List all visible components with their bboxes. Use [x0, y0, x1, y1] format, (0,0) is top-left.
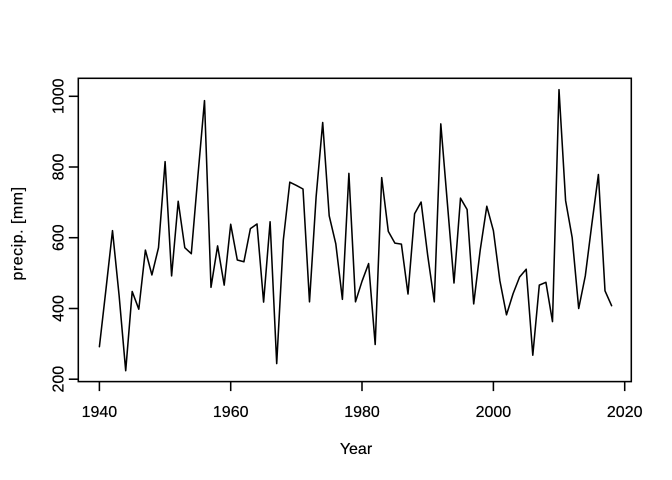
svg-text:400: 400: [51, 295, 68, 322]
svg-text:2020: 2020: [607, 404, 643, 421]
svg-text:600: 600: [51, 224, 68, 251]
svg-text:precip. [mm]: precip. [mm]: [10, 186, 27, 280]
svg-text:1000: 1000: [51, 78, 68, 114]
svg-text:200: 200: [51, 366, 68, 393]
svg-text:800: 800: [51, 154, 68, 181]
svg-text:2000: 2000: [476, 404, 512, 421]
svg-text:Year: Year: [340, 441, 373, 458]
svg-text:1940: 1940: [82, 404, 118, 421]
svg-text:1960: 1960: [213, 404, 249, 421]
svg-text:1980: 1980: [344, 404, 380, 421]
